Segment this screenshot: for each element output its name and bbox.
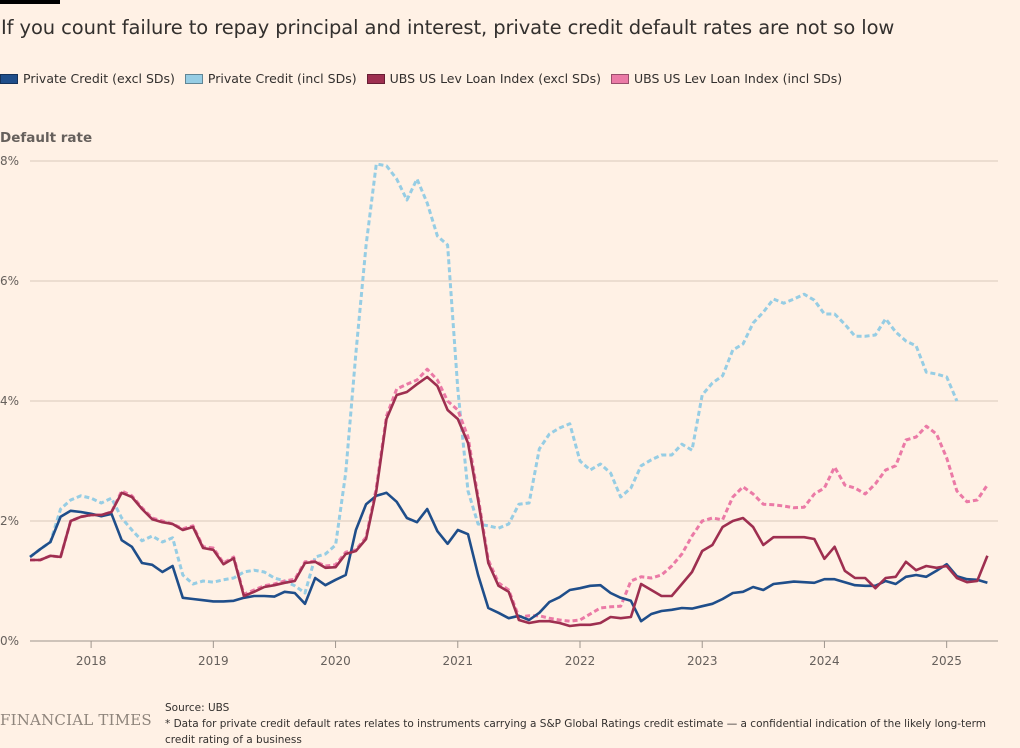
series-line-private-credit-incl-sds <box>29 162 959 595</box>
y-tick-label: 2% <box>0 514 19 528</box>
footer-notes: Source: UBS * Data for private credit de… <box>165 700 1015 748</box>
y-tick-label: 8% <box>0 154 19 168</box>
x-tick-label: 2022 <box>565 654 596 668</box>
legend-label: UBS US Lev Loan Index (excl SDs) <box>389 71 601 86</box>
series-lines <box>29 162 989 628</box>
x-tick-label: 2018 <box>76 654 107 668</box>
x-tick-label: 2020 <box>320 654 351 668</box>
y-tick-label: 4% <box>0 394 19 408</box>
x-tick-label: 2025 <box>931 654 962 668</box>
x-tick-label: 2024 <box>809 654 840 668</box>
legend-label: Private Credit (excl SDs) <box>23 71 175 86</box>
ft-logo: FINANCIAL TIMES <box>0 711 152 729</box>
legend: Private Credit (excl SDs) Private Credit… <box>0 71 842 86</box>
series-line-ubs-us-lev-loan-index-incl-sds <box>30 367 989 623</box>
legend-item-lev-loan-excl: UBS US Lev Loan Index (excl SDs) <box>366 71 601 86</box>
series-line-private-credit-excl-sds <box>29 491 988 623</box>
legend-swatch <box>0 73 18 84</box>
y-tick-label: 6% <box>0 274 19 288</box>
gridlines <box>30 160 998 642</box>
legend-label: UBS US Lev Loan Index (incl SDs) <box>634 71 843 86</box>
source-note: Source: UBS <box>165 702 230 714</box>
legend-swatch <box>184 73 203 84</box>
x-tick-label: 2023 <box>687 654 718 668</box>
legend-item-lev-loan-incl: UBS US Lev Loan Index (incl SDs) <box>611 71 842 86</box>
y-tick-label: 0% <box>0 634 19 648</box>
y-axis-title: Default rate <box>0 130 93 146</box>
chart-title: If you count failure to repay principal … <box>1 16 895 39</box>
x-axis: 2018 2019 2020 2021 2022 2023 2024 2025 <box>76 641 962 668</box>
legend-item-private-credit-excl: Private Credit (excl SDs) <box>0 71 175 86</box>
ft-top-bar <box>0 0 60 4</box>
x-tick-label: 2021 <box>443 654 474 668</box>
x-tick-label: 2019 <box>198 654 229 668</box>
legend-swatch <box>611 73 629 84</box>
y-tick-labels: 0% 2% 4% 6% 8% <box>0 154 19 648</box>
legend-swatch <box>366 73 385 84</box>
legend-item-private-credit-incl: Private Credit (incl SDs) <box>184 71 357 86</box>
footnote: * Data for private credit default rates … <box>165 718 986 746</box>
legend-label: Private Credit (incl SDs) <box>207 71 357 86</box>
series-line-ubs-us-lev-loan-index-excl-sds <box>30 375 989 628</box>
